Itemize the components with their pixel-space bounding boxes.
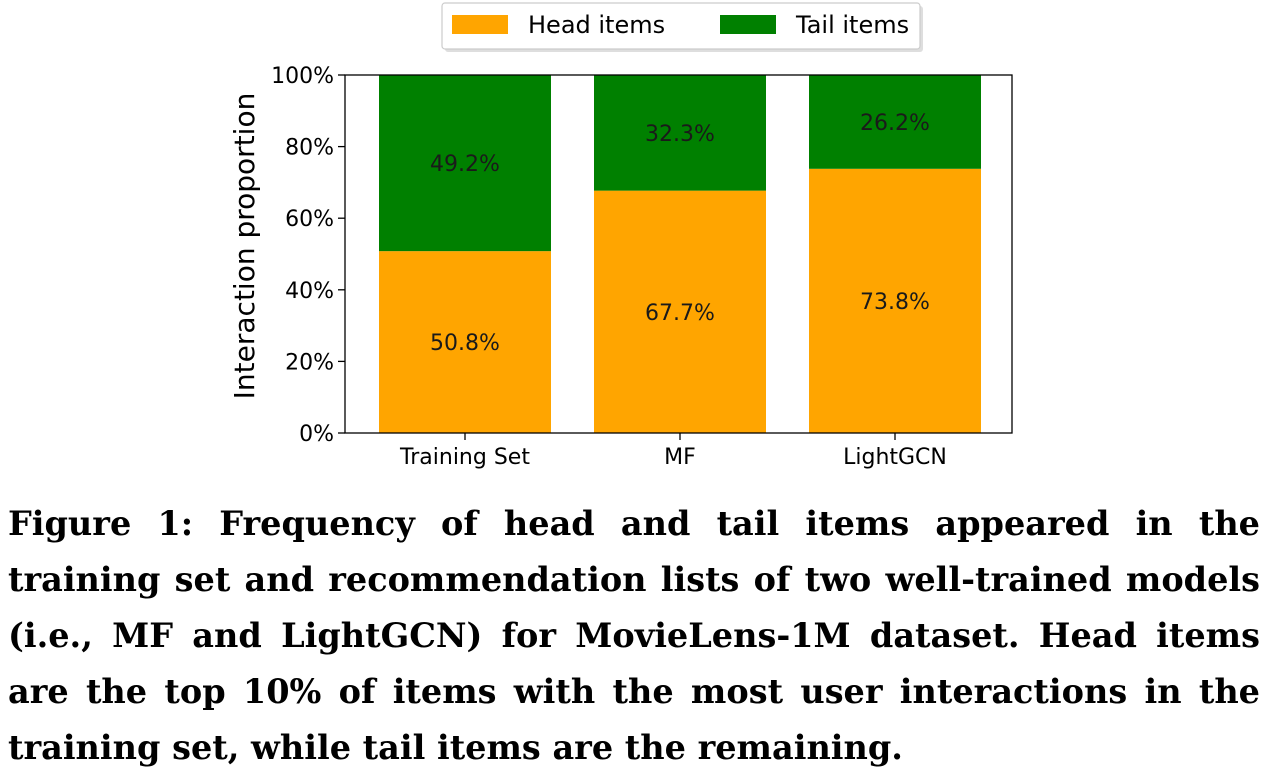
legend-box xyxy=(441,2,921,50)
plot-area: 50.8% 49.2% 67.7% 32.3% 73.8% 26.2% 0% 20% 40% 60… xyxy=(271,64,1013,470)
bar-value-label: 49.2% xyxy=(430,152,500,177)
x-tick-label: MF xyxy=(664,445,696,470)
x-tick-label: Training Set xyxy=(399,445,530,470)
bar-tail-items-training-set xyxy=(379,75,551,252)
y-tick-label: 100% xyxy=(271,64,334,89)
y-tick-label: 80% xyxy=(285,136,334,161)
y-tick-label: 20% xyxy=(285,350,334,375)
bar-tail-items-mf xyxy=(594,75,766,191)
bar-head-items-mf xyxy=(594,190,766,433)
figure-caption: Figure 1: Frequency of head and tail ite… xyxy=(8,504,1260,767)
y-axis-label: Interaction proportion xyxy=(228,93,261,400)
y-tick-label: 60% xyxy=(285,207,334,232)
axes-frame xyxy=(344,74,1013,434)
legend-label: Tail items xyxy=(795,11,909,39)
y-tick-label: 0% xyxy=(299,422,334,447)
bar-value-label: 32.3% xyxy=(645,122,715,147)
legend-swatch-head-items xyxy=(452,15,508,34)
legend-swatch-tail-items xyxy=(720,15,776,34)
legend: Head items Tail items xyxy=(441,2,923,52)
bar-value-label: 73.8% xyxy=(860,290,930,315)
bar-value-label: 67.7% xyxy=(645,301,715,326)
bar-head-items-lightgcn xyxy=(809,168,981,433)
bar-head-items-training-set xyxy=(379,251,551,433)
bar-tail-items-lightgcn xyxy=(809,75,981,169)
x-tick-label: LightGCN xyxy=(843,445,947,470)
legend-label: Head items xyxy=(528,11,665,39)
bar-value-label: 50.8% xyxy=(430,331,500,356)
bar-value-label: 26.2% xyxy=(860,111,930,136)
y-tick-label: 40% xyxy=(285,279,334,304)
stacked-bar-chart: Head items Tail items 50.8% 49.2% 67.7% 32.3… xyxy=(228,2,1013,470)
